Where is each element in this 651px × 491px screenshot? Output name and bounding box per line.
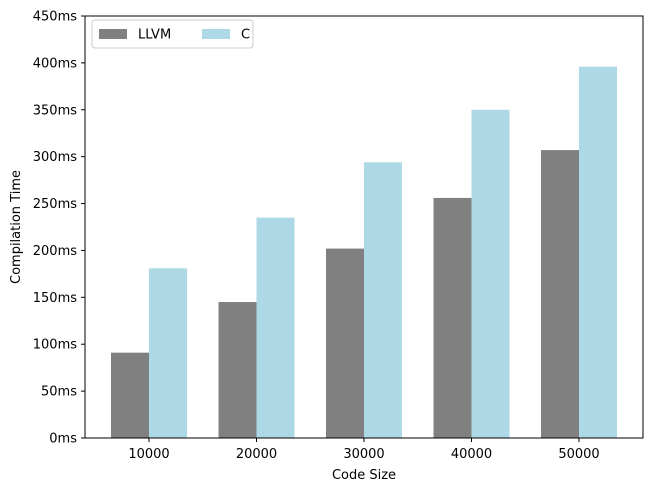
legend-swatch-llvm: [99, 29, 127, 39]
y-tick-label: 50ms: [41, 385, 77, 400]
y-tick-label: 400ms: [33, 56, 77, 71]
y-tick-label: 300ms: [33, 150, 77, 165]
bar-c-10000: [149, 268, 187, 438]
x-tick-label: 30000: [343, 447, 384, 462]
legend-label-llvm: LLVM: [138, 28, 171, 43]
y-tick-label: 150ms: [33, 291, 77, 306]
bar-llvm-30000: [326, 249, 364, 438]
y-tick-label: 100ms: [33, 338, 77, 353]
x-tick-label: 50000: [558, 447, 599, 462]
bar-c-20000: [257, 218, 295, 438]
bar-llvm-50000: [541, 150, 579, 438]
legend-swatch-c: [202, 29, 230, 39]
x-axis-label: Code Size: [332, 468, 396, 483]
x-axis-ticks: 10000 20000 30000 40000 50000: [128, 438, 599, 462]
y-tick-label: 0ms: [49, 432, 77, 447]
y-tick-label: 350ms: [33, 103, 77, 118]
bar-llvm-10000: [111, 353, 149, 438]
legend-label-c: C: [241, 28, 250, 43]
bar-c-50000: [579, 67, 617, 438]
y-tick-label: 450ms: [33, 10, 77, 25]
legend: LLVM C: [92, 20, 253, 48]
y-axis-ticks: 0ms 50ms 100ms 150ms 200ms 250ms 300ms 350ms 400…: [33, 10, 85, 447]
x-tick-label: 10000: [128, 447, 169, 462]
x-tick-label: 40000: [451, 447, 492, 462]
x-tick-label: 20000: [236, 447, 277, 462]
y-tick-label: 250ms: [33, 197, 77, 212]
bars-group: [111, 67, 617, 438]
bar-c-30000: [364, 162, 402, 438]
bar-llvm-20000: [219, 302, 257, 438]
y-axis-label: Compilation Time: [9, 170, 24, 284]
y-tick-label: 200ms: [33, 244, 77, 259]
bar-llvm-40000: [434, 198, 472, 438]
bar-c-40000: [472, 110, 510, 438]
